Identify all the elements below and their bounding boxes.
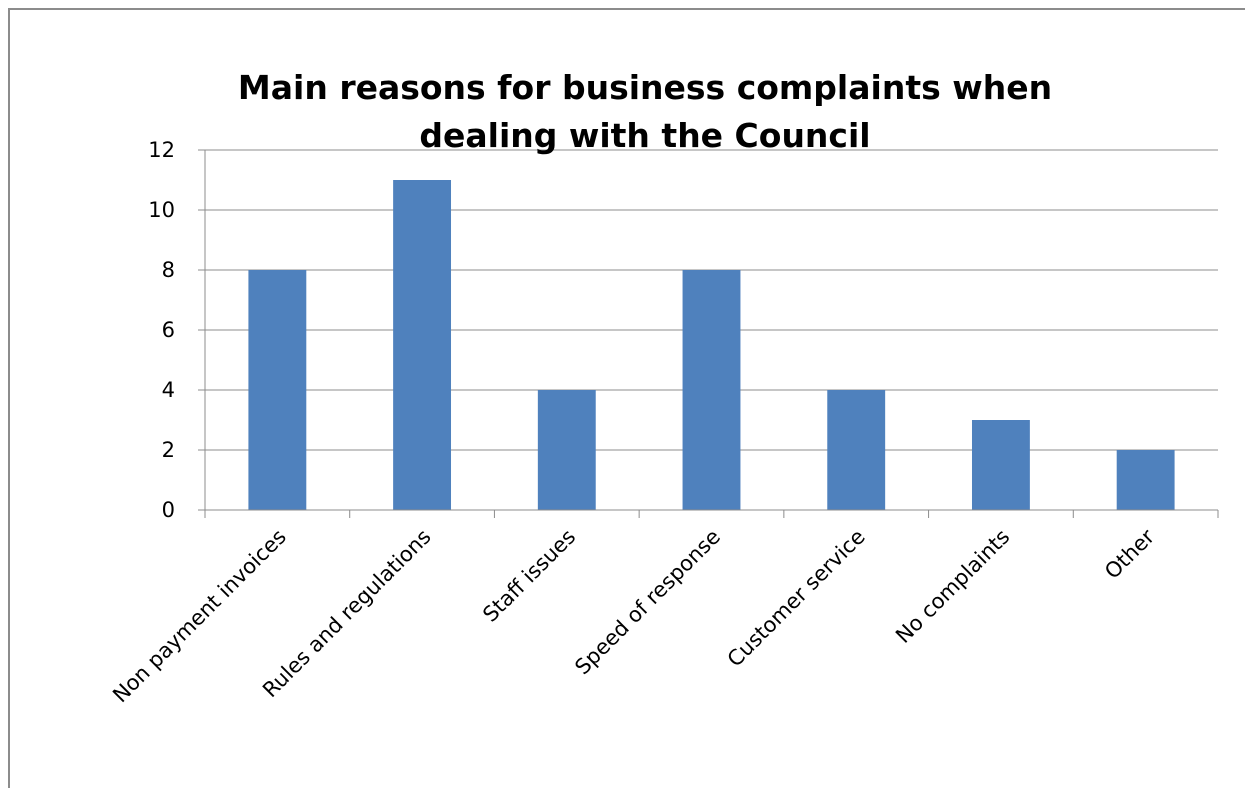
bar-customer-service bbox=[827, 390, 886, 510]
x-category-label: Staff issues bbox=[478, 525, 580, 627]
y-tick-label: 8 bbox=[162, 258, 175, 282]
bar-staff-issues bbox=[537, 390, 596, 510]
y-tick-label: 4 bbox=[162, 378, 175, 402]
x-category-label: No complaints bbox=[891, 525, 1014, 648]
chart-title-line-2: dealing with the Council bbox=[419, 116, 870, 155]
y-tick-label: 0 bbox=[162, 498, 175, 522]
y-tick-label: 12 bbox=[148, 138, 175, 162]
y-tick-label: 10 bbox=[148, 198, 175, 222]
axes bbox=[198, 150, 1218, 517]
x-ticks bbox=[204, 510, 1219, 518]
bar-speed-of-response bbox=[682, 270, 741, 510]
x-category-label: Customer service bbox=[723, 525, 870, 672]
bars bbox=[248, 180, 1175, 510]
bar-other bbox=[1116, 450, 1175, 510]
chart-title: Main reasons for business complaints whe… bbox=[238, 68, 1052, 155]
y-tick-label: 2 bbox=[162, 438, 175, 462]
x-category-label: Other bbox=[1100, 524, 1159, 583]
x-category-label: Speed of response bbox=[570, 525, 725, 680]
bar-rules-and-regulations bbox=[393, 180, 452, 510]
bar-no-complaints bbox=[971, 420, 1030, 510]
bar-non-payment-invoices bbox=[248, 270, 307, 510]
y-tick-label: 6 bbox=[162, 318, 175, 342]
chart-title-line-1: Main reasons for business complaints whe… bbox=[238, 68, 1052, 107]
y-tick-labels: 0 2 4 6 8 10 12 bbox=[148, 138, 205, 522]
x-category-label: Rules and regulations bbox=[258, 525, 436, 703]
chart-frame bbox=[8, 8, 1245, 788]
